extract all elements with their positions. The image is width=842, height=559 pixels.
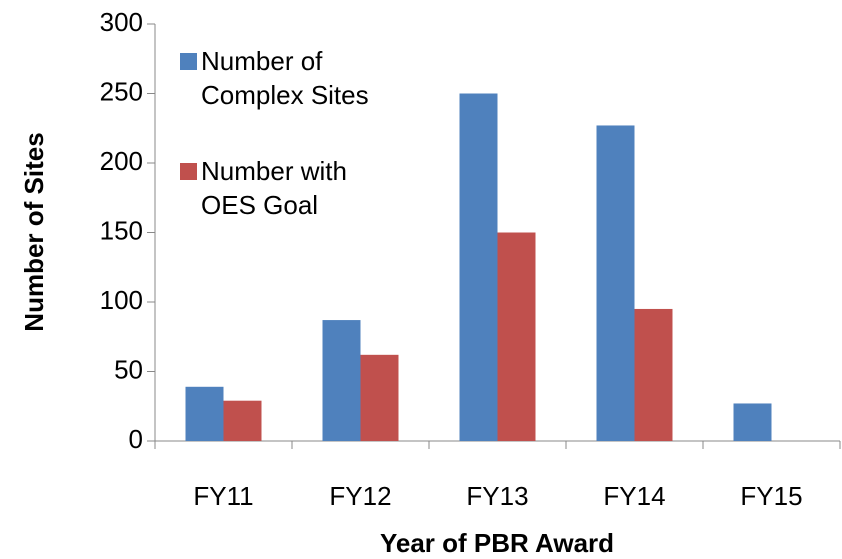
legend-item: Number of Complex Sites: [180, 44, 410, 112]
bar: [733, 403, 772, 441]
bar: [322, 320, 361, 441]
y-tick-label: 100: [100, 285, 143, 315]
y-tick-label: 0: [129, 424, 143, 454]
legend-label: Number of Complex Sites: [201, 46, 369, 110]
x-tick-label: FY15: [740, 481, 802, 511]
y-tick-label: 50: [114, 354, 143, 384]
y-tick-label: 200: [100, 146, 143, 176]
bar: [634, 308, 673, 441]
x-tick-label: FY14: [603, 481, 665, 511]
bar: [360, 354, 399, 441]
bar: [459, 93, 498, 441]
bar: [596, 125, 635, 441]
x-axis-label: Year of PBR Award: [380, 528, 614, 558]
legend-label: Number with OES Goal: [201, 156, 347, 220]
y-tick-label: 300: [100, 7, 143, 37]
x-tick-label: FY13: [466, 481, 528, 511]
legend-swatch: [180, 53, 197, 70]
x-tick-label: FY12: [329, 481, 391, 511]
x-tick-label: FY11: [193, 481, 253, 511]
y-tick-label: 250: [100, 76, 143, 106]
legend-item: Number with OES Goal: [180, 154, 410, 222]
bar: [185, 386, 224, 441]
bar: [497, 232, 536, 441]
bar: [223, 400, 262, 441]
legend-swatch: [180, 163, 197, 180]
y-tick-label: 150: [100, 215, 143, 245]
y-axis-label: Number of Sites: [19, 132, 49, 331]
